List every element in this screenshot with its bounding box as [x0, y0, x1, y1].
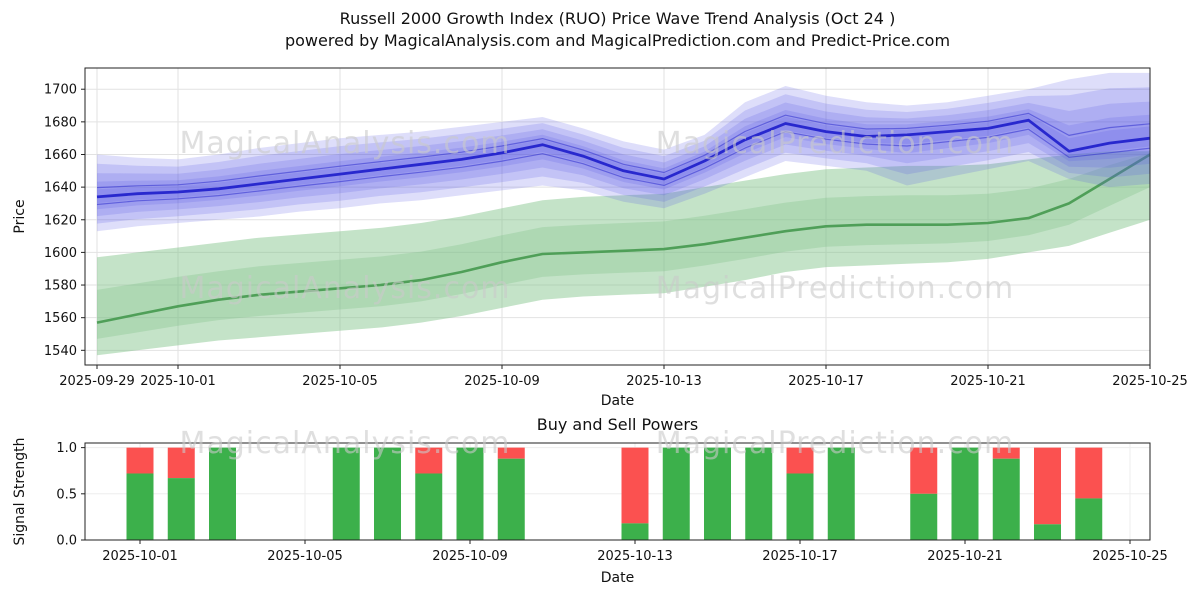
- buy-bar: [167, 478, 195, 540]
- sell-bar: [1034, 447, 1061, 525]
- signal-chart: Buy and Sell Powers 0.0 0.5 1.0 2025-10-01 20…: [12, 415, 1168, 586]
- svg-text:1540: 1540: [44, 344, 77, 359]
- buy-bar: [332, 447, 360, 540]
- svg-text:2025-10-21: 2025-10-21: [950, 374, 1026, 389]
- buy-bar: [374, 447, 401, 540]
- svg-text:MagicalAnalysis.com: MagicalAnalysis.com: [179, 426, 510, 461]
- watermark: MagicalAnalysis.com MagicalPrediction.com: [179, 426, 1015, 461]
- svg-text:MagicalAnalysis.com: MagicalAnalysis.com: [179, 126, 510, 161]
- buy-bar: [415, 473, 443, 540]
- svg-text:2025-10-05: 2025-10-05: [302, 374, 378, 389]
- svg-text:2025-10-21: 2025-10-21: [927, 549, 1003, 564]
- sell-bar: [910, 447, 938, 494]
- price-axes: 1540 1560 1580 1600 1620 1640 1660 1680 1700 2025…: [12, 67, 1188, 409]
- svg-text:2025-09-29: 2025-09-29: [59, 374, 135, 389]
- buy-bar: [497, 458, 525, 540]
- buy-bar: [786, 473, 814, 540]
- buy-bar: [456, 447, 484, 540]
- buy-bar: [992, 458, 1020, 540]
- svg-text:Price: Price: [12, 199, 28, 233]
- svg-text:1620: 1620: [44, 213, 77, 228]
- svg-text:Signal Strength: Signal Strength: [12, 437, 28, 545]
- svg-text:1660: 1660: [44, 148, 77, 163]
- svg-text:2025-10-17: 2025-10-17: [762, 549, 838, 564]
- svg-text:1680: 1680: [44, 115, 77, 130]
- buy-bar: [621, 523, 649, 540]
- svg-text:2025-10-05: 2025-10-05: [267, 549, 343, 564]
- svg-text:2025-10-25: 2025-10-25: [1112, 374, 1188, 389]
- svg-text:1640: 1640: [44, 181, 77, 196]
- svg-text:2025-10-17: 2025-10-17: [788, 374, 864, 389]
- watermark: MagicalAnalysis.com MagicalPrediction.com…: [179, 126, 1015, 306]
- sell-bar: [1075, 447, 1103, 499]
- sell-bar: [126, 447, 154, 474]
- page-title: Russell 2000 Growth Index (RUO) Price Wa…: [339, 9, 896, 28]
- header: Russell 2000 Growth Index (RUO) Price Wa…: [85, 8, 1150, 52]
- svg-text:0.0: 0.0: [56, 534, 77, 549]
- svg-text:2025-10-01: 2025-10-01: [102, 549, 178, 564]
- buy-bar: [704, 447, 731, 540]
- svg-text:2025-10-09: 2025-10-09: [432, 549, 508, 564]
- svg-text:2025-10-13: 2025-10-13: [626, 374, 702, 389]
- trend-band: [96, 151, 1151, 356]
- buy-bar: [910, 493, 938, 540]
- svg-text:Date: Date: [601, 570, 634, 586]
- svg-text:MagicalPrediction.com: MagicalPrediction.com: [656, 271, 1015, 306]
- signal-axes: 0.0 0.5 1.0 2025-10-01 2025-10-05 2025-10-09 2…: [12, 437, 1168, 586]
- forecast-band: [96, 72, 1151, 232]
- svg-text:1700: 1700: [44, 83, 77, 98]
- buy-bar: [827, 447, 855, 540]
- svg-text:MagicalAnalysis.com: MagicalAnalysis.com: [179, 271, 510, 306]
- svg-text:2025-10-09: 2025-10-09: [464, 374, 540, 389]
- buy-bar: [1034, 524, 1061, 540]
- page-subtitle: powered by MagicalAnalysis.com and Magic…: [284, 31, 951, 50]
- buy-bar: [662, 447, 690, 540]
- signal-bars: [126, 447, 1103, 540]
- buy-bar: [126, 473, 154, 540]
- buy-bar: [951, 447, 979, 540]
- svg-text:1.0: 1.0: [56, 441, 77, 456]
- sell-bar: [167, 447, 195, 479]
- sell-bar: [786, 447, 814, 474]
- svg-text:2025-10-25: 2025-10-25: [1092, 549, 1168, 564]
- sell-bar: [497, 447, 525, 459]
- svg-text:2025-10-13: 2025-10-13: [597, 549, 673, 564]
- buy-bar: [209, 447, 236, 540]
- svg-text:MagicalPrediction.com: MagicalPrediction.com: [656, 126, 1015, 161]
- svg-text:MagicalPrediction.com: MagicalPrediction.com: [656, 426, 1015, 461]
- svg-text:Date: Date: [601, 393, 634, 409]
- sell-bar: [415, 447, 443, 474]
- signal-chart-title: Buy and Sell Powers: [537, 415, 699, 434]
- sell-bar: [621, 447, 649, 524]
- svg-text:2025-10-01: 2025-10-01: [140, 374, 216, 389]
- price-chart: 1540 1560 1580 1600 1620 1640 1660 1680 1700 2025…: [12, 67, 1188, 409]
- buy-bar: [1075, 498, 1103, 540]
- price-grid: [85, 68, 1151, 365]
- sell-bar: [992, 447, 1020, 459]
- buy-bar: [745, 447, 773, 540]
- svg-text:1600: 1600: [44, 246, 77, 261]
- svg-text:1560: 1560: [44, 311, 77, 326]
- svg-text:0.5: 0.5: [56, 487, 77, 502]
- svg-text:1580: 1580: [44, 279, 77, 294]
